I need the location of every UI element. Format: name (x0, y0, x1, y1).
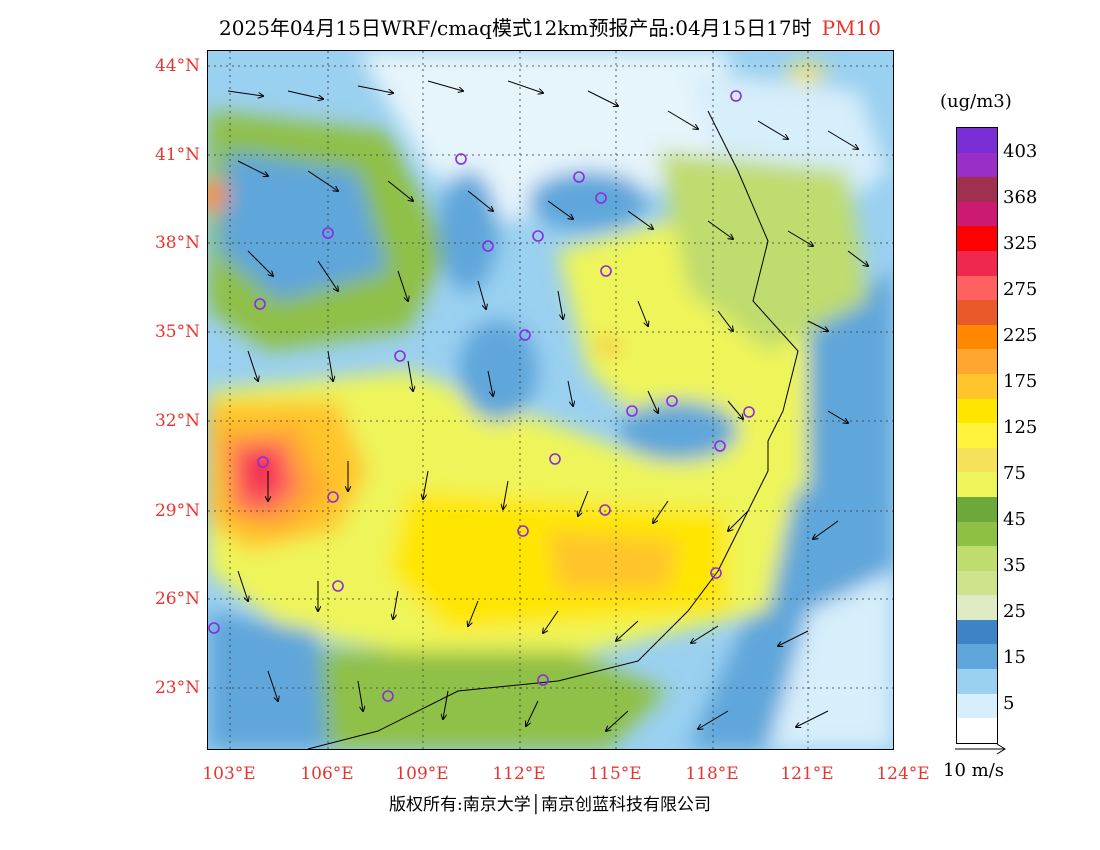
lon-label-106: 106°E (300, 764, 354, 784)
colorbar-segment (957, 349, 997, 374)
title-text: 2025年04月15日WRF/cmaq模式12km预报产品:04月15日17时 (219, 16, 812, 40)
colorbar-segment (957, 152, 997, 178)
colorbar-label: 5 (1003, 693, 1015, 714)
colorbar-segment (957, 693, 997, 719)
colorbar-segment (957, 619, 997, 645)
lat-label-38: 38°N (154, 233, 200, 253)
colorbar-segment (957, 521, 997, 547)
lon-label-121: 121°E (780, 764, 834, 784)
lat-label-29: 29°N (154, 501, 200, 521)
lat-label-26: 26°N (154, 589, 200, 609)
colorbar-label: 403 (1003, 141, 1038, 162)
colorbar-segment (957, 398, 997, 424)
city-markers (208, 90, 755, 702)
colorbar-unit: (ug/m3) (940, 91, 1012, 112)
colorbar-segment (957, 669, 997, 694)
lat-label-44: 44°N (154, 56, 200, 76)
colorbar-segment (957, 644, 997, 670)
colorbar-segment (957, 546, 997, 571)
colorbar-segment (957, 472, 997, 497)
lon-label-109: 109°E (395, 764, 449, 784)
colorbar-label: 368 (1003, 187, 1038, 208)
colorbar-segment (957, 275, 997, 301)
colorbar-label: 275 (1003, 279, 1038, 300)
colorbar-label: 35 (1003, 555, 1026, 576)
colorbar-label: 25 (1003, 601, 1026, 622)
colorbar-label: 325 (1003, 233, 1038, 254)
colorbar-segment (957, 128, 997, 153)
colorbar-label: 15 (1003, 647, 1026, 668)
copyright-notice: 版权所有:南京大学│南京创蓝科技有限公司 (389, 795, 711, 815)
pollution-map (207, 50, 894, 750)
colorbar-label: 225 (1003, 325, 1038, 346)
lat-lon-grid (208, 51, 893, 749)
lon-label-112: 112°E (492, 764, 546, 784)
map-canvas (208, 51, 893, 749)
colorbar-label: 175 (1003, 371, 1038, 392)
lon-label-115: 115°E (588, 764, 642, 784)
colorbar-segment (957, 201, 997, 227)
lat-label-35: 35°N (154, 322, 200, 342)
colorbar-label: 75 (1003, 463, 1026, 484)
colorbar-segment (957, 226, 997, 251)
lat-label-41: 41°N (154, 145, 200, 165)
colorbar-segment (957, 324, 997, 350)
wind-vectors (227, 80, 868, 731)
colorbar-label: 45 (1003, 509, 1026, 530)
colorbar-segment (957, 177, 997, 202)
lat-label-32: 32°N (154, 411, 200, 431)
coastline (307, 110, 799, 749)
lon-label-103: 103°E (202, 764, 256, 784)
lon-label-118: 118°E (685, 764, 739, 784)
lon-label-124: 124°E (876, 764, 930, 784)
colorbar-segment (957, 496, 997, 522)
wind-reference-label: 10 m/s (943, 760, 1004, 781)
colorbar-segment (957, 595, 997, 620)
wind-reference-arrow (955, 743, 1006, 755)
colorbar-segment (957, 300, 997, 325)
colorbar-segment (957, 423, 997, 448)
lat-label-23: 23°N (154, 678, 200, 698)
colorbar-segment (957, 250, 997, 276)
colorbar (956, 127, 998, 744)
colorbar-label: 125 (1003, 417, 1038, 438)
map-title: 2025年04月15日WRF/cmaq模式12km预报产品:04月15日17时 P… (0, 12, 1100, 41)
colorbar-segment (957, 447, 997, 473)
colorbar-segment (957, 570, 997, 596)
pollutant-label: PM10 (821, 16, 881, 40)
colorbar-segment (957, 718, 997, 743)
colorbar-segment (957, 373, 997, 399)
